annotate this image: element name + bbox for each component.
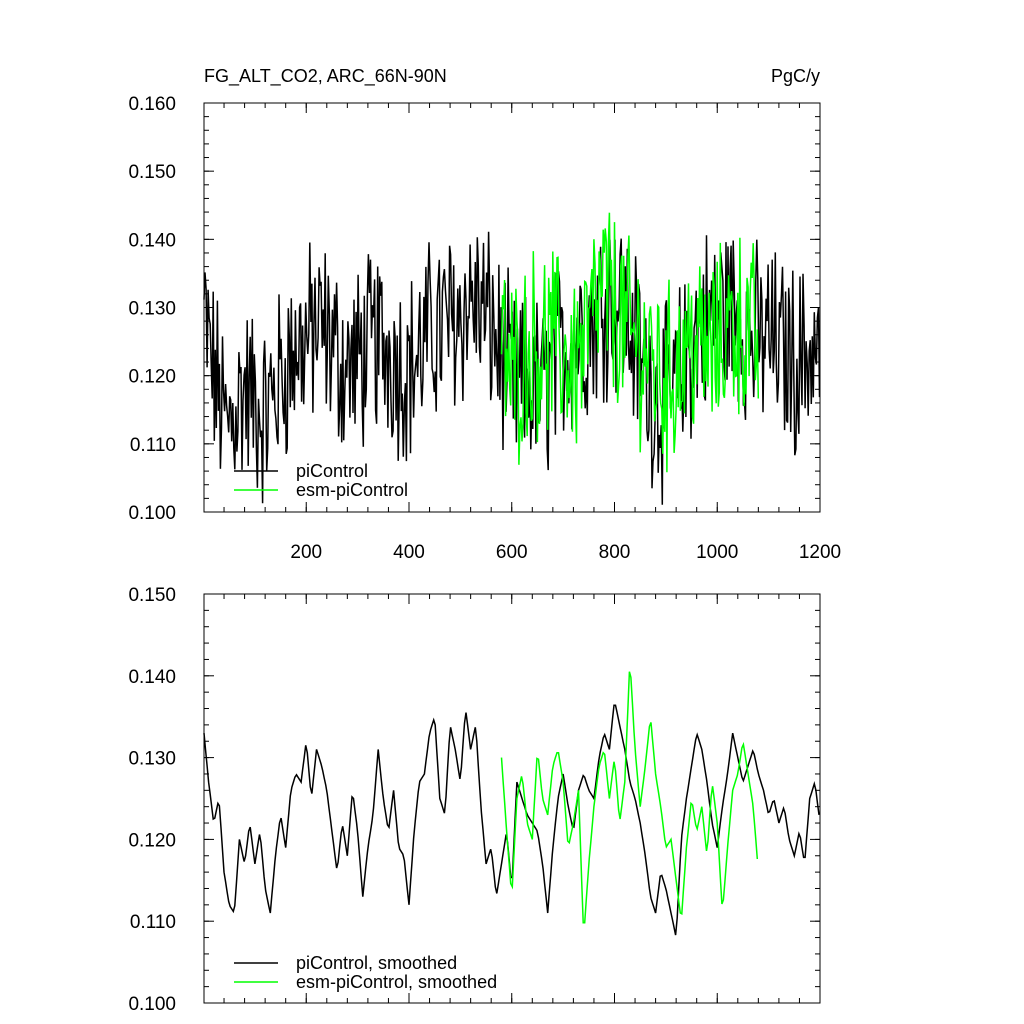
top-x-tick-label: 600	[496, 542, 528, 563]
top-y-tick-label: 0.130	[128, 299, 176, 320]
top-x-tick-label: 800	[599, 542, 631, 563]
bottom-plot-frame	[203, 593, 821, 1004]
top-y-tick-label: 0.100	[128, 503, 176, 524]
top-y-tick-label: 0.160	[128, 94, 176, 115]
top-y-tick-label: 0.140	[128, 230, 176, 251]
top-x-tick-label: 400	[393, 542, 425, 563]
bottom-y-tick-label: 0.150	[128, 585, 176, 606]
bottom-y-tick-label: 0.120	[128, 830, 176, 851]
bottom-y-tick-label: 0.110	[130, 912, 176, 933]
top-y-tick-label: 0.120	[128, 367, 176, 388]
top-panel: 0.100 0.110 0.120 0.130 0.140 0.150 0.160 200 40…	[128, 94, 841, 563]
top-series-esm-picontrol-line	[500, 212, 760, 473]
bottom-legend-label: piControl, smoothed	[296, 953, 457, 973]
bottom-y-tick-label: 0.140	[128, 667, 176, 688]
bottom-y-tick-label: 0.100	[128, 994, 176, 1015]
bottom-series-esm-picontrol-line	[500, 671, 759, 924]
chart-title: FG_ALT_CO2, ARC_66N-90N	[204, 66, 447, 87]
bottom-y-tick-label: 0.130	[128, 749, 176, 770]
units-label: PgC/y	[771, 66, 820, 86]
top-legend-label: piControl	[296, 461, 368, 481]
bottom-series-picontrol-line	[203, 704, 820, 936]
top-legend-label: esm-piControl	[296, 480, 408, 500]
top-y-tick-label: 0.110	[130, 435, 176, 456]
bottom-legend-label: esm-piControl, smoothed	[296, 972, 497, 992]
top-x-tick-label: 1200	[799, 542, 841, 563]
top-y-tick-label: 0.150	[128, 162, 176, 183]
top-x-tick-label: 200	[290, 542, 322, 563]
bottom-panel: 0.100 0.110 0.120 0.130 0.140 0.150 piControl,…	[128, 585, 821, 1015]
top-x-tick-label: 1000	[696, 542, 738, 563]
